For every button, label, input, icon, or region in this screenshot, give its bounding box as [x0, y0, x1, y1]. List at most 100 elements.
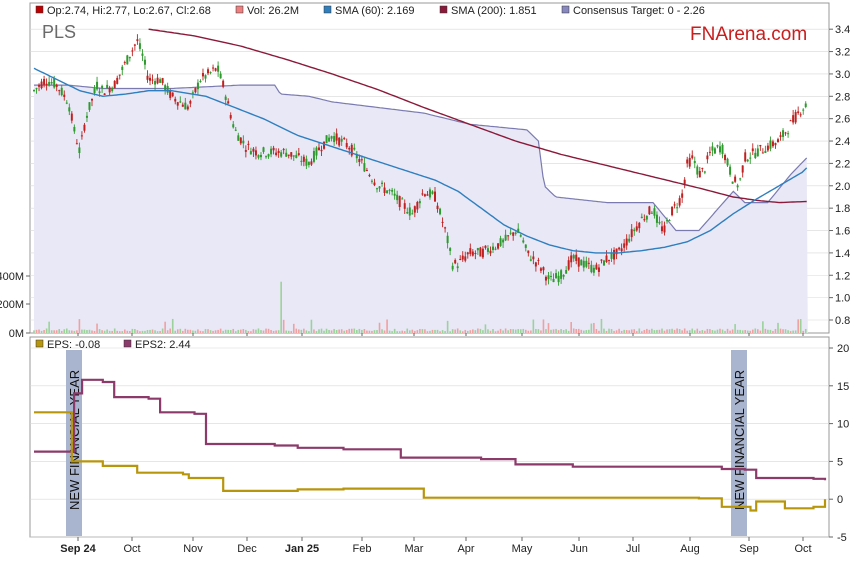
price-candles — [33, 34, 807, 286]
candle-body — [744, 152, 747, 162]
volume-bar — [802, 330, 805, 333]
volume-bar — [676, 328, 678, 333]
candle-body — [272, 147, 275, 151]
volume-bar — [522, 328, 525, 333]
candle-body — [630, 229, 633, 238]
candle-body — [161, 78, 164, 84]
candle-body — [696, 166, 699, 175]
volume-bar — [73, 330, 76, 333]
volume-bar — [794, 330, 797, 333]
candle-body — [325, 135, 328, 144]
volume-bar — [277, 330, 280, 333]
volume-bar — [482, 330, 484, 333]
volume-bar — [598, 330, 600, 333]
legend-sma60: SMA (60): 2.169 — [335, 5, 415, 17]
candle-body — [582, 260, 585, 268]
legend-swatch-sma60 — [323, 5, 332, 14]
volume-bar — [449, 331, 451, 333]
volume-bar — [716, 329, 719, 333]
candle-body — [280, 152, 283, 157]
volume-bar — [108, 330, 111, 333]
candle-body — [668, 220, 671, 222]
volume-bar — [431, 329, 434, 333]
new-financial-year-label-2: NEW FINANCIAL YEAR — [732, 370, 747, 510]
candle-body — [292, 155, 295, 157]
volume-bar — [43, 330, 45, 333]
volume-bar — [149, 329, 151, 333]
volume-bar — [383, 330, 386, 333]
volume-bar — [71, 330, 73, 333]
candle-body — [517, 228, 520, 234]
candle-body — [113, 80, 116, 89]
candle-body — [539, 268, 542, 271]
volume-bar — [356, 329, 358, 333]
volume-bar — [88, 329, 91, 333]
volume-bar — [144, 330, 146, 333]
x-tick-label: Oct — [123, 543, 140, 555]
candle-body — [265, 156, 268, 158]
volume-bar — [643, 329, 646, 333]
candle-body — [764, 150, 767, 153]
volume-bar — [184, 328, 187, 333]
volume-bar — [171, 318, 174, 333]
candle-body — [101, 85, 104, 89]
candle-body — [186, 106, 189, 110]
candle-body — [618, 247, 621, 250]
volume-bar — [123, 329, 126, 333]
candle-body — [494, 248, 497, 250]
volume-bar — [260, 330, 262, 333]
candle-body — [174, 98, 177, 102]
volume-bar — [348, 328, 351, 333]
volume-bar — [313, 329, 315, 333]
candle-body — [257, 155, 260, 158]
volume-bar — [774, 328, 777, 333]
candle-body — [711, 146, 714, 151]
candle-body — [217, 65, 220, 72]
candle-body — [628, 238, 631, 242]
volume-bar — [350, 328, 353, 333]
candle-body — [597, 267, 600, 272]
volume-bar — [96, 323, 98, 333]
candle-body — [610, 252, 613, 259]
candle-body — [441, 221, 444, 223]
candle-body — [774, 142, 777, 146]
volume-bar — [479, 328, 482, 333]
candle-body — [83, 124, 86, 131]
volume-bar — [721, 329, 724, 333]
candle-body — [146, 75, 149, 80]
volume-bar — [545, 329, 547, 333]
candle-body — [754, 152, 757, 158]
volume-bar — [103, 330, 106, 333]
volume-bar — [189, 329, 192, 333]
candle-body — [507, 235, 510, 237]
volume-bar — [204, 329, 207, 333]
candle-body — [544, 276, 547, 281]
volume-bar — [101, 330, 103, 333]
volume-bar — [141, 330, 144, 333]
candle-body — [219, 73, 222, 79]
candle-body — [345, 143, 348, 148]
candle-body — [136, 39, 139, 42]
candle-body — [254, 150, 257, 156]
volume-bar — [583, 330, 585, 333]
volume-bar — [303, 328, 305, 333]
candle-body — [227, 101, 230, 104]
candle-body — [577, 257, 580, 267]
consensus-target-area — [34, 85, 808, 333]
volume-bar — [323, 330, 325, 333]
volume-bar — [439, 331, 441, 333]
volume-bar — [744, 330, 747, 333]
volume-bar — [154, 330, 156, 333]
volume-bar — [769, 329, 772, 333]
volume-bar — [562, 330, 565, 333]
candle-body — [552, 278, 555, 283]
price-tick-label: 1.0 — [835, 293, 850, 305]
volume-bar — [749, 330, 752, 333]
volume-bar — [436, 329, 439, 333]
candle-body — [633, 229, 636, 232]
candle-body — [542, 267, 545, 271]
candle-body — [512, 232, 515, 236]
candle-body — [565, 269, 568, 274]
candle-body — [222, 80, 225, 87]
candle-body — [333, 136, 336, 143]
